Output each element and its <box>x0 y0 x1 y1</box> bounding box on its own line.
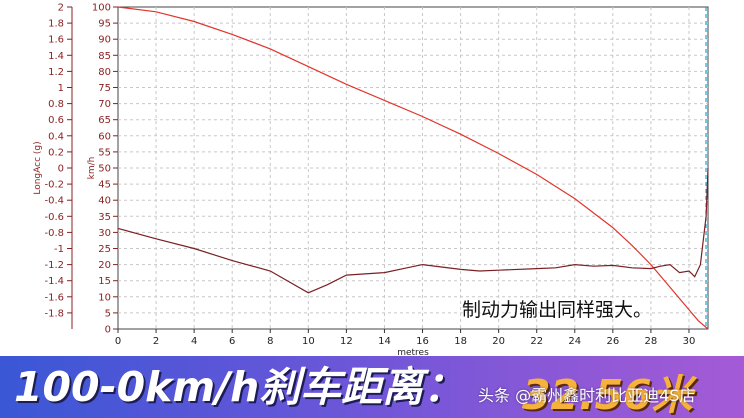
acc-axis-ticks: 2 1.8 1.6 1.4 1.2 1 0.8 0.6 0.4 0.2 0 -0.2 -0.4 -0.6 -… <box>44 3 73 329</box>
banner-value: 32.56米 <box>522 371 693 418</box>
acc-tick-label: 1.8 <box>48 19 64 30</box>
x-tick-label: 12 <box>340 336 353 347</box>
speed-tick-label: 10 <box>98 292 111 303</box>
acc-axis-title: LongAcc (g) <box>33 141 43 194</box>
result-banner: 100-0km/h刹车距离： 32.56米 <box>0 356 744 418</box>
acc-tick-label: -0.4 <box>44 196 64 207</box>
speed-tick-label: 90 <box>98 35 111 46</box>
banner-title: 100-0km/h刹车距离： <box>14 363 465 411</box>
acc-tick-label: -0.8 <box>44 228 64 239</box>
speed-axis-title: km/h <box>87 157 97 180</box>
speed-tick-label: 95 <box>98 19 111 30</box>
speed-tick-label: 85 <box>98 51 111 62</box>
acc-tick-label: 2 <box>58 3 64 14</box>
acc-tick-label: -1.4 <box>44 276 64 287</box>
acc-tick-label: 1 <box>58 83 64 94</box>
x-axis-ticks: 0 2 4 6 8 10 12 14 16 18 20 22 24 26 28 30 <box>115 329 696 347</box>
speed-tick-label: 0 <box>105 325 111 336</box>
acc-series-line <box>117 167 709 294</box>
speed-tick-label: 25 <box>98 244 111 255</box>
acc-tick-label: 0.2 <box>48 147 64 158</box>
acc-tick-label: 1.2 <box>48 67 64 78</box>
speed-tick-label: 80 <box>98 67 111 78</box>
speed-tick-label: 55 <box>98 147 111 158</box>
speed-tick-label: 20 <box>98 260 111 271</box>
speed-tick-label: 75 <box>98 83 111 94</box>
x-tick-label: 10 <box>302 336 315 347</box>
speed-tick-label: 60 <box>98 131 111 142</box>
chart-caption: 制动力输出同样强大。 <box>461 298 652 321</box>
x-tick-label: 6 <box>229 336 235 347</box>
x-tick-label: 20 <box>492 336 505 347</box>
acc-tick-label: 0.8 <box>48 99 64 110</box>
x-tick-label: 2 <box>153 336 159 347</box>
chart-grid <box>118 7 708 329</box>
acc-tick-label: -1.8 <box>44 308 64 319</box>
x-tick-label: 4 <box>191 336 197 347</box>
acc-tick-label: -0.6 <box>44 212 64 223</box>
series-layer <box>117 6 709 330</box>
speed-axis-ticks: 1009590858075706560555045403530252015105… <box>92 3 118 336</box>
x-tick-label: 16 <box>416 336 429 347</box>
acc-tick-label: 0.6 <box>48 115 64 126</box>
speed-series-line <box>117 6 709 330</box>
x-tick-label: 22 <box>530 336 543 347</box>
x-tick-label: 28 <box>645 336 658 347</box>
speed-tick-label: 35 <box>98 212 111 223</box>
acc-tick-label: 0 <box>58 164 64 175</box>
acc-tick-label: -0.2 <box>44 180 64 191</box>
speed-tick-label: 45 <box>98 180 111 191</box>
speed-tick-label: 50 <box>98 164 111 175</box>
acc-tick-label: -1.2 <box>44 260 64 271</box>
speed-tick-label: 70 <box>98 99 111 110</box>
x-tick-label: 8 <box>267 336 273 347</box>
x-tick-label: 30 <box>683 336 696 347</box>
x-tick-label: 24 <box>568 336 581 347</box>
speed-tick-label: 30 <box>98 228 111 239</box>
acc-tick-label: 1.4 <box>48 51 64 62</box>
speed-tick-label: 5 <box>105 308 111 319</box>
x-tick-label: 18 <box>454 336 467 347</box>
watermark: 头条 @霸州鑫时利比亚迪4S店 <box>478 386 696 405</box>
speed-tick-label: 15 <box>98 276 111 287</box>
x-tick-label: 0 <box>115 336 121 347</box>
speed-tick-label: 65 <box>98 115 111 126</box>
x-tick-label: 26 <box>606 336 619 347</box>
acc-tick-label: 1.6 <box>48 35 64 46</box>
braking-chart: 2 1.8 1.6 1.4 1.2 1 0.8 0.6 0.4 0.2 0 -0.2 -0.4 -0.6 -… <box>33 3 709 358</box>
acc-tick-label: 0.4 <box>48 131 64 142</box>
x-axis-title: metres <box>397 348 429 358</box>
acc-tick-label: -1 <box>54 244 64 255</box>
x-tick-label: 14 <box>378 336 391 347</box>
acc-tick-label: -1.6 <box>44 292 64 303</box>
speed-tick-label: 40 <box>98 196 111 207</box>
speed-tick-label: 100 <box>92 3 111 14</box>
